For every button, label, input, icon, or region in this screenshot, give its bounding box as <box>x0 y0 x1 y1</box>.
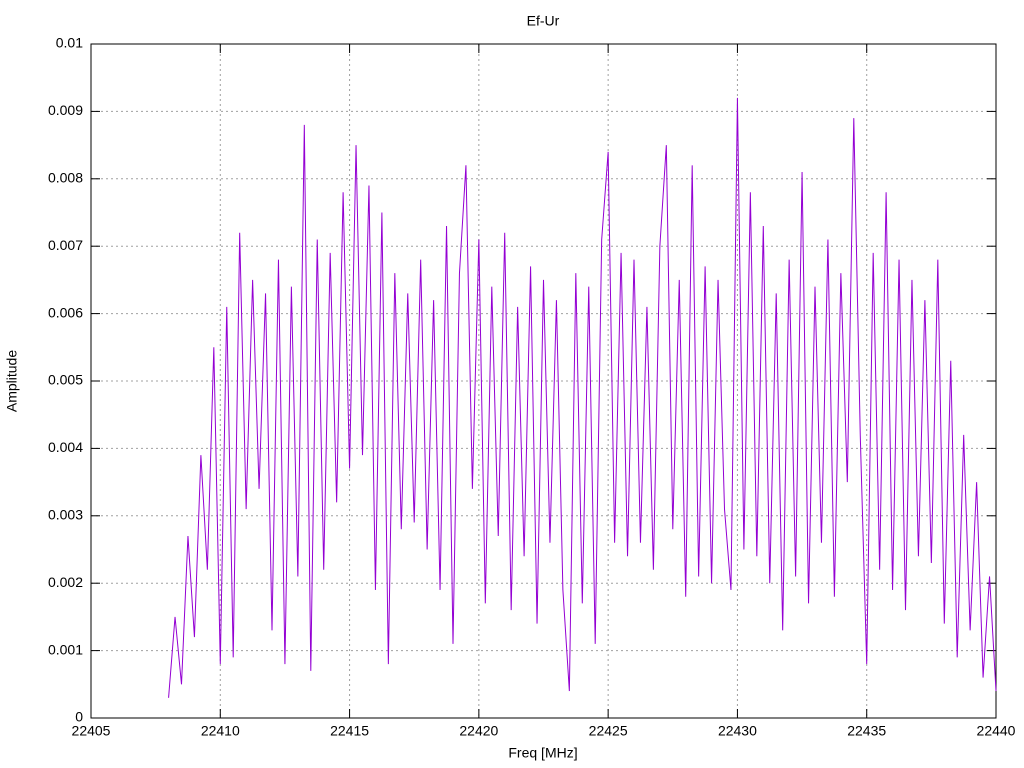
x-tick-label: 22440 <box>977 723 1016 739</box>
series-line <box>168 97 997 698</box>
y-tick-label: 0.003 <box>48 507 83 523</box>
x-tick-label: 22415 <box>330 723 369 739</box>
x-tick-label: 22425 <box>589 723 628 739</box>
y-tick-label: 0.01 <box>56 35 83 51</box>
y-tick-label: 0.001 <box>48 641 83 657</box>
y-axis-label: Amplitude <box>4 350 20 412</box>
y-tick-label: 0.002 <box>48 574 83 590</box>
x-tick-label: 22405 <box>72 723 111 739</box>
x-axis-label: Freq [MHz] <box>508 745 577 761</box>
y-tick-label: 0.006 <box>48 304 83 320</box>
y-tick-label: 0.009 <box>48 102 83 118</box>
y-tick-label: 0.007 <box>48 237 83 253</box>
x-tick-label: 22435 <box>847 723 886 739</box>
y-tick-label: 0.005 <box>48 372 83 388</box>
x-tick-label: 22410 <box>201 723 240 739</box>
y-tick-label: 0.004 <box>48 439 83 455</box>
chart-title: Ef-Ur <box>527 13 560 29</box>
y-tick-label: 0.008 <box>48 170 83 186</box>
x-tick-label: 22420 <box>459 723 498 739</box>
x-tick-label: 22430 <box>718 723 757 739</box>
plot-frame <box>90 43 997 719</box>
y-tick-label: 0 <box>75 709 83 725</box>
